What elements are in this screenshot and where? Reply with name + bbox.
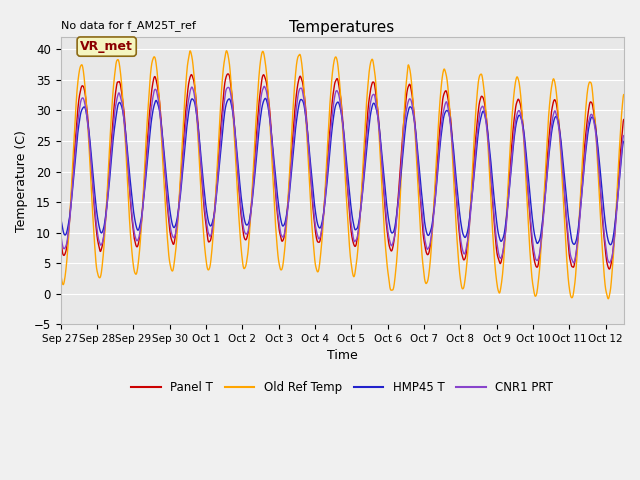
HMP45 T [607, 242, 614, 248]
HMP45 T [313, 216, 321, 222]
CNR1 PRT [376, 129, 383, 134]
Line: CNR1 PRT: CNR1 PRT [61, 86, 624, 263]
Old Ref Temp [501, 237, 509, 243]
HMP45 T [376, 125, 383, 131]
Old Ref Temp [616, 148, 623, 154]
Old Ref Temp [223, 48, 230, 54]
CNR1 PRT [570, 260, 577, 266]
CNR1 PRT [300, 98, 308, 104]
HMP45 T [57, 216, 65, 222]
Panel T [376, 125, 383, 131]
Old Ref Temp [328, 74, 336, 80]
HMP45 T [300, 103, 308, 109]
Old Ref Temp [604, 296, 612, 301]
HMP45 T [616, 179, 623, 184]
Panel T [616, 165, 623, 171]
Line: Old Ref Temp: Old Ref Temp [61, 51, 624, 299]
Panel T [313, 236, 321, 241]
Title: Temperatures: Temperatures [289, 20, 395, 35]
Panel T [328, 101, 336, 107]
Text: VR_met: VR_met [80, 40, 133, 53]
CNR1 PRT [313, 229, 321, 235]
HMP45 T [620, 139, 628, 144]
Panel T [501, 233, 509, 239]
Panel T [605, 266, 613, 272]
Line: Panel T: Panel T [61, 74, 624, 269]
CNR1 PRT [616, 177, 623, 182]
Old Ref Temp [376, 135, 383, 141]
Y-axis label: Temperature (C): Temperature (C) [15, 130, 28, 232]
Panel T [620, 117, 628, 122]
Old Ref Temp [57, 271, 65, 277]
Old Ref Temp [300, 89, 308, 95]
Old Ref Temp [313, 267, 321, 273]
Line: HMP45 T: HMP45 T [61, 98, 624, 245]
CNR1 PRT [620, 133, 628, 139]
HMP45 T [262, 96, 269, 101]
X-axis label: Time: Time [327, 349, 358, 362]
CNR1 PRT [57, 232, 65, 238]
CNR1 PRT [260, 84, 268, 89]
Legend: Panel T, Old Ref Temp, HMP45 T, CNR1 PRT: Panel T, Old Ref Temp, HMP45 T, CNR1 PRT [127, 376, 558, 399]
Panel T [300, 91, 308, 96]
HMP45 T [501, 226, 509, 232]
Panel T [224, 71, 232, 77]
Old Ref Temp [620, 92, 628, 97]
Text: No data for f_AM25T_ref: No data for f_AM25T_ref [61, 20, 195, 31]
Panel T [57, 238, 65, 244]
CNR1 PRT [501, 235, 509, 240]
CNR1 PRT [328, 115, 336, 120]
HMP45 T [328, 126, 336, 132]
